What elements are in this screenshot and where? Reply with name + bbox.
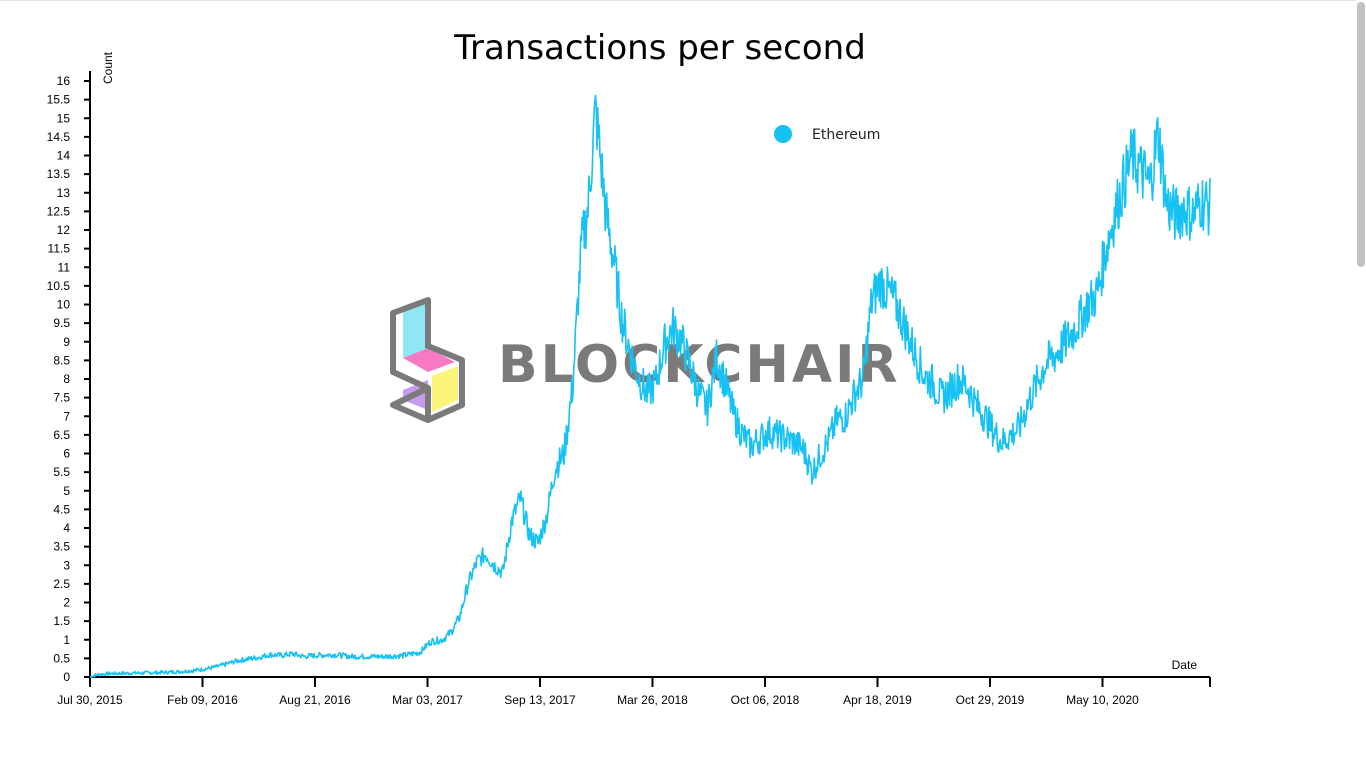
y-tick-label: 4.5: [53, 502, 70, 516]
y-tick-label: 7.5: [53, 391, 70, 405]
top-border: [0, 0, 1366, 1]
y-tick-label: 5: [63, 484, 70, 498]
y-tick-label: 8: [63, 372, 70, 386]
x-tick-label: Oct 06, 2018: [731, 693, 800, 707]
y-tick-label: 6.5: [53, 428, 70, 442]
x-tick-label: Aug 21, 2016: [279, 693, 351, 707]
y-tick-label: 16: [57, 74, 71, 88]
y-tick-label: 1.5: [53, 614, 70, 628]
y-tick-label: 11.5: [48, 242, 71, 256]
y-tick-label: 1: [63, 633, 70, 647]
series-line-ethereum: [89, 94, 1211, 678]
y-tick-label: 0: [63, 670, 70, 684]
y-tick-label: 12: [57, 223, 71, 237]
y-tick-label: 10: [57, 298, 71, 312]
y-tick-label: 8.5: [53, 353, 70, 367]
y-axis-label: Count: [101, 51, 115, 84]
logo-yellow-face: [432, 366, 458, 412]
y-tick-label: 3.5: [53, 540, 70, 554]
y-tick-label: 3: [63, 558, 70, 572]
y-tick-label: 14: [57, 149, 71, 163]
logo-pink-face: [403, 348, 455, 372]
y-tick-label: 9.5: [53, 316, 70, 330]
y-tick-label: 7: [63, 409, 70, 423]
y-tick-label: 10.5: [47, 279, 71, 293]
scrollbar-track[interactable]: [1356, 0, 1366, 768]
y-tick-label: 2.5: [53, 577, 70, 591]
x-tick-label: Oct 29, 2019: [956, 693, 1025, 707]
scrollbar-thumb[interactable]: [1357, 2, 1365, 267]
y-tick-label: 15: [57, 111, 71, 125]
plot-area: [89, 94, 1211, 678]
x-tick-label: Jul 30, 2015: [57, 693, 123, 707]
y-tick-label: 0.5: [53, 651, 70, 665]
y-tick-label: 6: [63, 447, 70, 461]
x-axis: Jul 30, 2015 Feb 09, 2016 Aug 21, 2016 Mar …: [57, 676, 1211, 707]
legend[interactable]: Ethereum: [774, 125, 880, 143]
legend-marker-ethereum: [774, 125, 792, 143]
legend-label-ethereum: Ethereum: [812, 127, 880, 143]
x-tick-label: Mar 26, 2018: [617, 693, 688, 707]
x-axis-label: Date: [1172, 658, 1198, 672]
y-tick-label: 14.5: [47, 130, 71, 144]
y-tick-label: 12.5: [47, 204, 71, 218]
x-tick-label: May 10, 2020: [1066, 693, 1139, 707]
x-tick-label: Apr 18, 2019: [843, 693, 912, 707]
y-tick-label: 4: [63, 521, 70, 535]
y-tick-label: 13: [57, 186, 71, 200]
blockchair-logo-icon: [390, 297, 465, 423]
y-tick-label: 2: [63, 596, 70, 610]
chart-title: Transactions per second: [453, 28, 866, 68]
x-tick-label: Sep 13, 2017: [504, 693, 576, 707]
x-tick-label: Mar 03, 2017: [392, 693, 463, 707]
y-tick-label: 11: [58, 260, 71, 274]
logo-cyan-face: [403, 300, 428, 358]
y-tick-label: 13.5: [47, 167, 71, 181]
y-tick-label: 9: [63, 335, 70, 349]
logo-outline: [390, 297, 465, 423]
y-axis: 00.511.522.533.544.555.566.577.588.599.5…: [47, 71, 91, 684]
x-tick-label: Feb 09, 2016: [167, 693, 238, 707]
y-tick-label: 5.5: [53, 465, 70, 479]
y-tick-label: 15.5: [47, 93, 71, 107]
